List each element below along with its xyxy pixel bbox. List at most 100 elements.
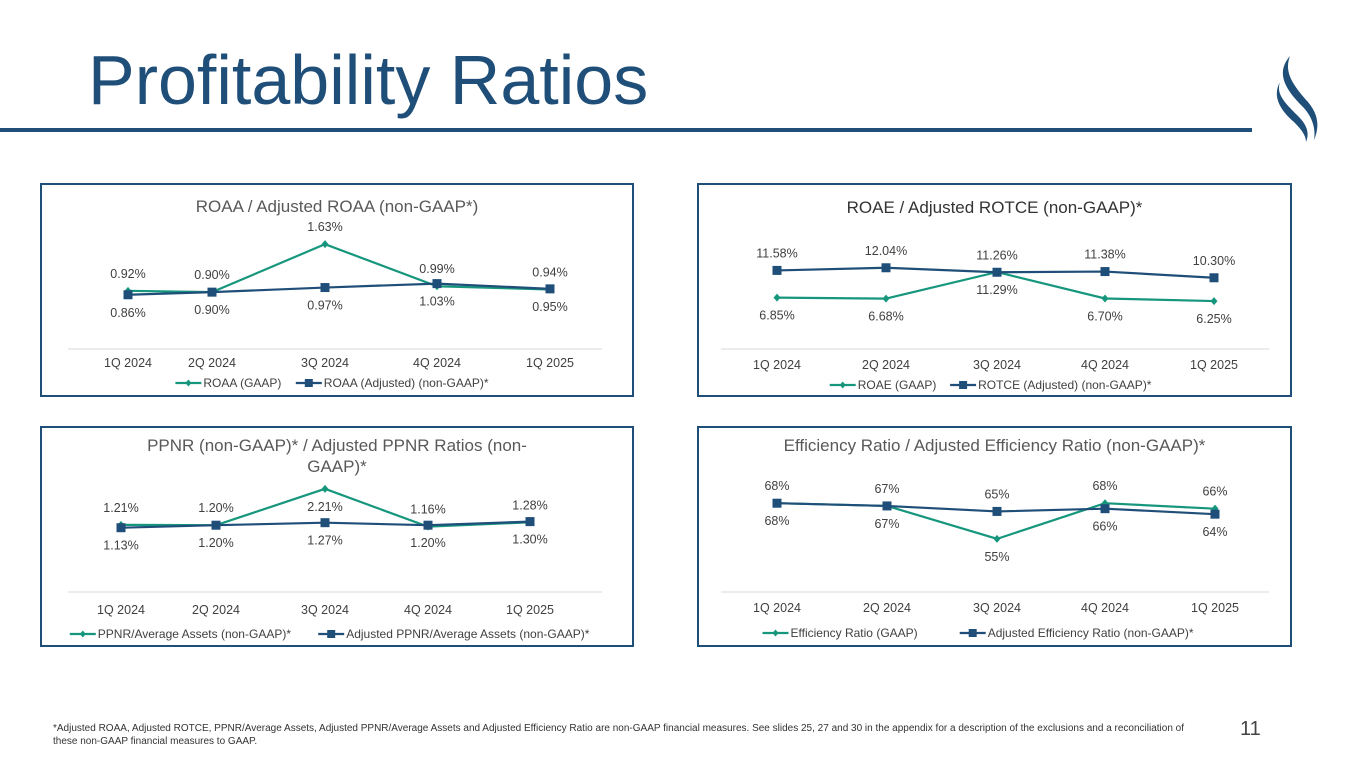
- slide-title: Profitability Ratios: [88, 41, 649, 119]
- data-point-square: [116, 523, 126, 533]
- data-label: 11.26%: [976, 248, 1017, 262]
- data-label: 0.95%: [532, 300, 567, 314]
- page-number: 11: [1240, 718, 1261, 740]
- data-point-diamond: [1101, 294, 1109, 303]
- x-tick-label: 1Q 2025: [526, 356, 574, 370]
- legend-label: PPNR/Average Assets (non-GAAP)*: [98, 627, 292, 641]
- chart-panel-efficiency: Efficiency Ratio / Adjusted Efficiency R…: [697, 426, 1292, 647]
- chart-legend: PPNR/Average Assets (non-GAAP)* Adjusted …: [69, 627, 590, 641]
- data-label: 10.30%: [1193, 254, 1235, 268]
- x-tick-label: 2Q 2024: [862, 358, 910, 372]
- chart-title: Efficiency Ratio / Adjusted Efficiency R…: [784, 436, 1206, 455]
- data-point-diamond: [1101, 499, 1109, 508]
- chart-roae: ROAE / Adjusted ROTCE (non-GAAP)* 1Q 2024…: [721, 198, 1269, 392]
- x-tick-label: 1Q 2024: [97, 603, 145, 617]
- chart-legend: ROAE (GAAP) ROTCE (Adjusted) (non-GAAP)*: [829, 378, 1152, 392]
- data-point-diamond: [773, 293, 781, 302]
- x-tick-label: 4Q 2024: [1081, 601, 1129, 615]
- x-tick-label: 1Q 2024: [753, 358, 801, 372]
- data-label: 1.63%: [307, 220, 342, 234]
- company-logo-icon: [1276, 56, 1318, 142]
- legend-marker-diamond: [185, 379, 192, 387]
- data-point-diamond: [993, 534, 1001, 543]
- data-label: 1.16%: [410, 503, 445, 517]
- data-point-square: [1100, 504, 1110, 514]
- data-label: 1.13%: [103, 539, 138, 553]
- data-label: 67%: [874, 517, 899, 531]
- chart-panel-ppnr: PPNR (non-GAAP)* / Adjusted PPNR Ratios …: [40, 426, 634, 647]
- data-label: 1.03%: [419, 295, 454, 309]
- legend-marker-diamond: [772, 629, 779, 637]
- x-tick-label: 2Q 2024: [192, 603, 240, 617]
- data-label: 6.68%: [868, 310, 903, 324]
- data-label: 0.86%: [110, 306, 145, 320]
- legend-label: Adjusted Efficiency Ratio (non-GAAP)*: [988, 626, 1194, 640]
- legend-label: Adjusted PPNR/Average Assets (non-GAAP)*: [346, 627, 590, 641]
- data-label: 67%: [874, 482, 899, 496]
- x-tick-label: 1Q 2024: [104, 356, 152, 370]
- data-label: 1.21%: [103, 501, 138, 515]
- legend-marker-square: [327, 630, 336, 638]
- series-line-adjusted: [127, 282, 551, 296]
- x-tick-label: 3Q 2024: [301, 603, 349, 617]
- data-label: 68%: [1092, 479, 1117, 493]
- data-label: 6.70%: [1087, 309, 1122, 323]
- chart-roaa: ROAA / Adjusted ROAA (non-GAAP*) 1Q 2024 2…: [68, 197, 602, 390]
- title-underline: [0, 128, 1252, 132]
- footnote: *Adjusted ROAA, Adjusted ROTCE, PPNR/Ave…: [53, 723, 1185, 747]
- data-point-square: [123, 290, 133, 300]
- data-point-square: [1210, 509, 1220, 519]
- chart-title: GAAP)*: [307, 457, 367, 476]
- data-point-square: [207, 287, 217, 297]
- legend-label: ROAE (GAAP): [858, 378, 937, 392]
- legend-marker-square: [304, 379, 313, 387]
- data-label: 66%: [1202, 485, 1227, 499]
- chart-legend: ROAA (GAAP) ROAA (Adjusted) (non-GAAP)*: [175, 376, 489, 390]
- x-tick-label: 4Q 2024: [413, 356, 461, 370]
- chart-title: ROAA / Adjusted ROAA (non-GAAP*): [196, 197, 479, 216]
- chart-title: ROAE / Adjusted ROTCE (non-GAAP)*: [847, 198, 1143, 217]
- chart-panel-roae: ROAE / Adjusted ROTCE (non-GAAP)* 1Q 2024…: [697, 183, 1292, 397]
- x-tick-label: 2Q 2024: [863, 601, 911, 615]
- data-point-diamond: [321, 240, 329, 249]
- data-point-square: [772, 498, 782, 508]
- data-label: 1.28%: [512, 498, 547, 512]
- data-label: 0.99%: [419, 262, 454, 276]
- x-tick-label: 3Q 2024: [973, 358, 1021, 372]
- x-tick-label: 3Q 2024: [301, 356, 349, 370]
- data-label: 11.58%: [756, 246, 797, 260]
- data-label: 1.27%: [307, 534, 342, 548]
- data-label: 68%: [764, 479, 789, 493]
- data-label: 0.92%: [110, 267, 145, 281]
- data-point-square: [211, 520, 221, 530]
- chart-title: PPNR (non-GAAP)* / Adjusted PPNR Ratios …: [147, 436, 527, 455]
- data-label: 11.29%: [976, 283, 1017, 297]
- data-label: 6.85%: [759, 309, 794, 323]
- x-tick-label: 1Q 2025: [1190, 358, 1238, 372]
- legend-label: ROAA (Adjusted) (non-GAAP)*: [324, 376, 489, 390]
- data-label: 68%: [764, 514, 789, 528]
- data-point-square: [320, 518, 330, 528]
- data-label: 12.04%: [865, 244, 907, 258]
- data-label: 64%: [1202, 525, 1227, 539]
- x-tick-label: 1Q 2025: [1191, 601, 1239, 615]
- data-label: 1.20%: [198, 501, 233, 515]
- data-point-diamond: [1211, 504, 1219, 513]
- data-label: 65%: [984, 487, 1009, 501]
- chart-ppnr: PPNR (non-GAAP)* / Adjusted PPNR Ratios …: [68, 436, 602, 641]
- data-point-diamond: [1210, 297, 1218, 306]
- data-point-square: [992, 506, 1002, 516]
- x-tick-label: 4Q 2024: [1081, 358, 1129, 372]
- data-point-square: [423, 520, 433, 530]
- data-label: 0.97%: [307, 299, 342, 313]
- data-point-square: [882, 501, 892, 511]
- legend-label: ROTCE (Adjusted) (non-GAAP)*: [978, 378, 1152, 392]
- legend-label: Efficiency Ratio (GAAP): [791, 626, 918, 640]
- data-label: 6.25%: [1196, 312, 1231, 326]
- data-label: 2.21%: [307, 500, 342, 514]
- legend-marker-square: [959, 381, 968, 389]
- x-tick-label: 2Q 2024: [188, 356, 236, 370]
- chart-panel-roaa: ROAA / Adjusted ROAA (non-GAAP*) 1Q 2024 2…: [40, 183, 634, 397]
- data-point-square: [545, 284, 555, 294]
- data-label: 0.90%: [194, 303, 229, 317]
